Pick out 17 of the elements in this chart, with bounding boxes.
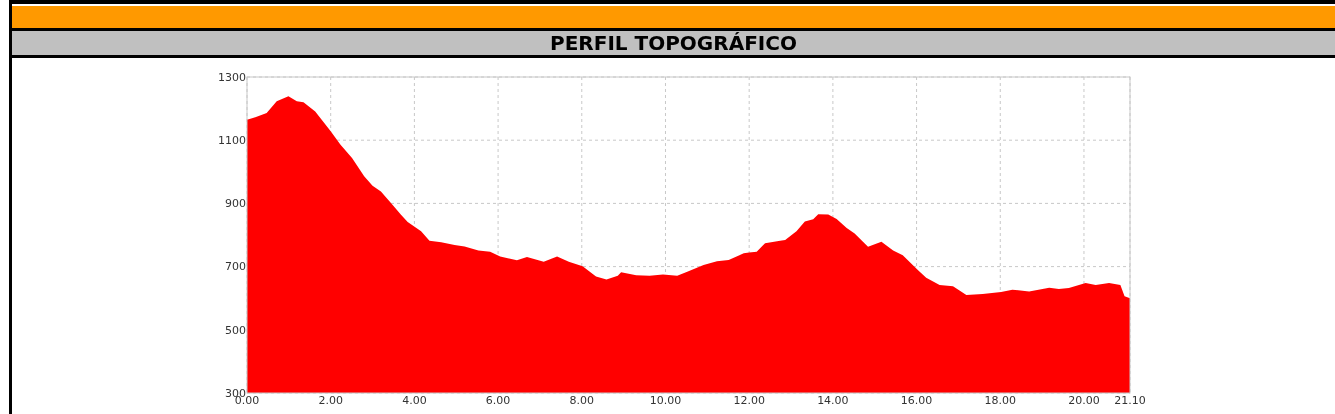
y-tick-label: 1300 bbox=[218, 70, 246, 84]
x-tick-label: 4.00 bbox=[402, 394, 427, 407]
x-tick-label: 16.00 bbox=[900, 394, 933, 407]
x-tick-label: 21.10 bbox=[1114, 394, 1146, 407]
x-tick-label: 14.00 bbox=[817, 394, 849, 407]
y-tick-label: 700 bbox=[225, 260, 246, 274]
x-tick-label: 18.00 bbox=[984, 394, 1017, 407]
x-tick-label: 10.00 bbox=[649, 394, 682, 407]
y-tick-label: 1100 bbox=[218, 134, 246, 148]
x-tick-label: 6.00 bbox=[485, 394, 511, 407]
x-tick-label: 12.00 bbox=[733, 394, 765, 407]
x-tick-label: 8.00 bbox=[569, 394, 595, 407]
y-tick-label: 500 bbox=[225, 323, 246, 337]
y-tick-label: 900 bbox=[225, 197, 246, 211]
chart-title: PERFIL TOPOGRÁFICO bbox=[550, 31, 797, 55]
x-tick-label: 2.00 bbox=[318, 394, 343, 407]
x-tick-label: 20.00 bbox=[1068, 394, 1100, 407]
